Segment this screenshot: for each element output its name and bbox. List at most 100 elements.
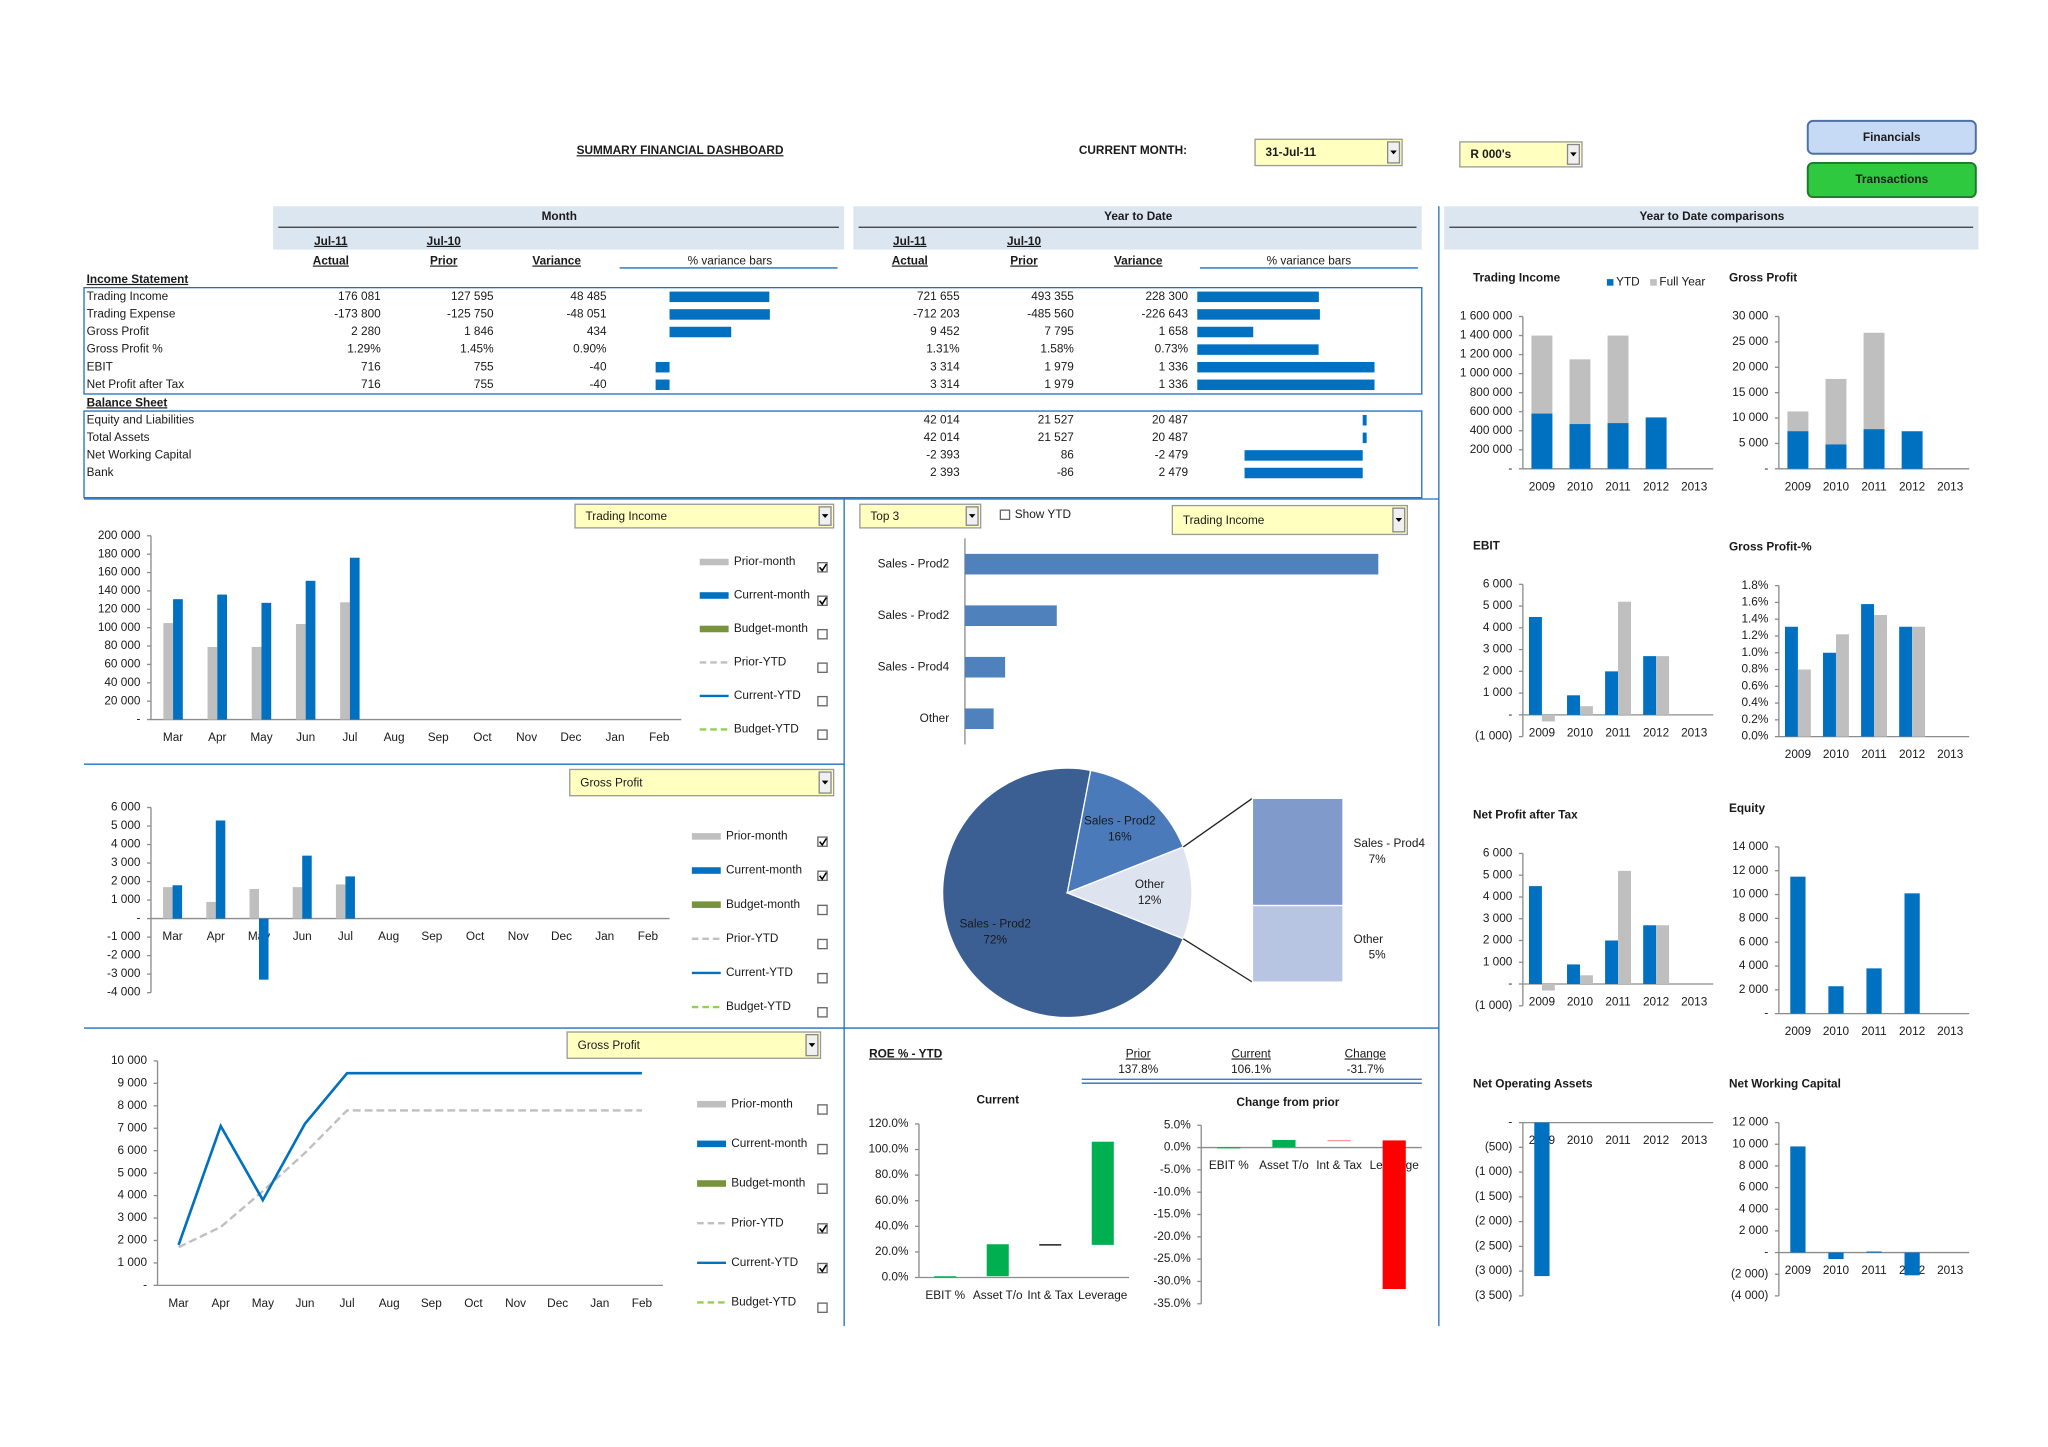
checkbox[interactable]: [817, 628, 828, 640]
x-tick-label: 2011: [1605, 995, 1630, 1009]
checkbox[interactable]: [817, 662, 828, 673]
column-header: % variance bars: [1267, 254, 1352, 268]
dropdown[interactable]: [569, 768, 835, 797]
bar: [1899, 626, 1913, 737]
x-tick-label: Mar: [163, 730, 183, 744]
legend-swatch: [691, 833, 721, 840]
legend-swatch: [691, 867, 721, 874]
bar: [1579, 975, 1593, 985]
y-tick-label: 1 200 000: [1460, 347, 1513, 361]
checkbox-label: Show YTD: [1015, 507, 1071, 521]
x-tick-label: 2009: [1529, 479, 1555, 493]
pie-slice: [1065, 846, 1193, 940]
y-tick-label: 160 000: [98, 565, 141, 579]
waterfall-bar: [934, 1276, 957, 1278]
y-tick-label: (1 000): [1475, 729, 1512, 743]
y-tick-label: (3 000): [1475, 1263, 1512, 1277]
row-label: Gross Profit: [87, 324, 150, 338]
cell: -485 560: [1027, 307, 1074, 321]
bar: [1645, 417, 1667, 469]
y-tick-label: 6 000: [111, 800, 141, 814]
checkbox[interactable]: [817, 562, 828, 573]
cell: 1.58%: [1040, 342, 1074, 356]
y-tick-label: (2 000): [1475, 1214, 1512, 1228]
column-header: % variance bars: [688, 254, 773, 268]
legend-label: Current-month: [731, 1136, 807, 1150]
x-tick-label: Oct: [466, 929, 485, 943]
check-mark: [818, 837, 828, 847]
dropdown[interactable]: [1459, 141, 1583, 168]
checkbox[interactable]: [817, 1143, 828, 1155]
x-tick-label: 2013: [1681, 725, 1708, 739]
x-tick-label: 2013: [1681, 479, 1708, 493]
button[interactable]: [1806, 161, 1977, 199]
button[interactable]: [1806, 119, 1977, 155]
current-month-label: CURRENT MONTH:: [1079, 143, 1187, 157]
y-tick-label: 5 000: [111, 818, 141, 832]
row-label: Total Assets: [87, 430, 150, 444]
x-tick-label: 2010: [1823, 1263, 1850, 1277]
x-tick-label: 2013: [1937, 1263, 1964, 1277]
checkbox[interactable]: [817, 1183, 828, 1195]
legend-label: Prior-YTD: [731, 1215, 783, 1229]
checkbox[interactable]: [817, 904, 828, 916]
y-tick-label: 80 000: [104, 638, 141, 652]
y-tick-label: (2 000): [1731, 1266, 1768, 1280]
dropdown-arrow: [821, 780, 829, 785]
checkbox[interactable]: [999, 509, 1011, 521]
slice-value: 72%: [983, 933, 1007, 947]
dropdown[interactable]: [566, 1031, 822, 1059]
checkbox[interactable]: [817, 1104, 828, 1115]
bar: [1828, 1252, 1844, 1260]
legend-swatch: [699, 625, 729, 633]
checkbox[interactable]: [817, 938, 828, 950]
y-tick-label: -: [1508, 976, 1512, 990]
cell: 2 479: [1159, 465, 1189, 479]
checkbox[interactable]: [817, 1262, 828, 1274]
dropdown[interactable]: [859, 503, 982, 529]
bar: [1567, 964, 1580, 985]
chart-title: Trading Income: [1473, 271, 1561, 285]
y-tick-label: 0.6%: [1741, 678, 1768, 692]
y-tick-label: 0.0%: [1164, 1140, 1191, 1154]
x-tick-label: Dec: [547, 1296, 568, 1310]
y-tick-label: 10 000: [111, 1053, 148, 1067]
y-tick-label: 1 400 000: [1460, 328, 1513, 342]
checkbox[interactable]: [817, 1223, 828, 1234]
checkbox[interactable]: [817, 1007, 828, 1018]
bar: [1618, 870, 1631, 985]
checkbox[interactable]: [817, 972, 828, 984]
cell: 48 485: [570, 289, 607, 303]
button-label: Transactions: [1855, 172, 1928, 186]
x-tick-label: 2011: [1605, 1133, 1630, 1147]
x-tick-label: 2010: [1823, 747, 1850, 761]
checkbox[interactable]: [817, 836, 828, 847]
checkbox[interactable]: [817, 729, 828, 740]
variance-bar: [1197, 291, 1319, 303]
cell: 434: [587, 324, 607, 338]
column-header: Variance: [1114, 254, 1163, 268]
y-tick-label: -2 000: [107, 948, 141, 962]
y-tick-label: 25 000: [1732, 334, 1769, 348]
checkbox[interactable]: [817, 870, 828, 882]
roe-column: Current: [1231, 1046, 1271, 1060]
dropdown[interactable]: [1171, 504, 1408, 536]
y-tick-label: (2 500): [1475, 1239, 1512, 1253]
checkbox[interactable]: [817, 695, 828, 707]
column-header: Actual: [892, 254, 928, 268]
bar: [1787, 431, 1809, 469]
legend-label: Current-YTD: [734, 688, 801, 702]
checkbox[interactable]: [817, 595, 828, 607]
cell: 1.45%: [460, 342, 494, 356]
y-tick-label: 60 000: [104, 657, 141, 671]
dropdown[interactable]: [1254, 138, 1403, 167]
bar: [964, 553, 1379, 575]
bar: [1656, 925, 1670, 985]
variance-bar: [1362, 432, 1367, 444]
dropdown-arrow: [808, 1043, 816, 1048]
y-tick-label: -1 000: [107, 929, 141, 943]
waterfall-bar: [1217, 1147, 1241, 1149]
dropdown[interactable]: [574, 503, 835, 529]
y-tick-label: 2 000: [118, 1233, 148, 1247]
checkbox[interactable]: [817, 1302, 828, 1313]
